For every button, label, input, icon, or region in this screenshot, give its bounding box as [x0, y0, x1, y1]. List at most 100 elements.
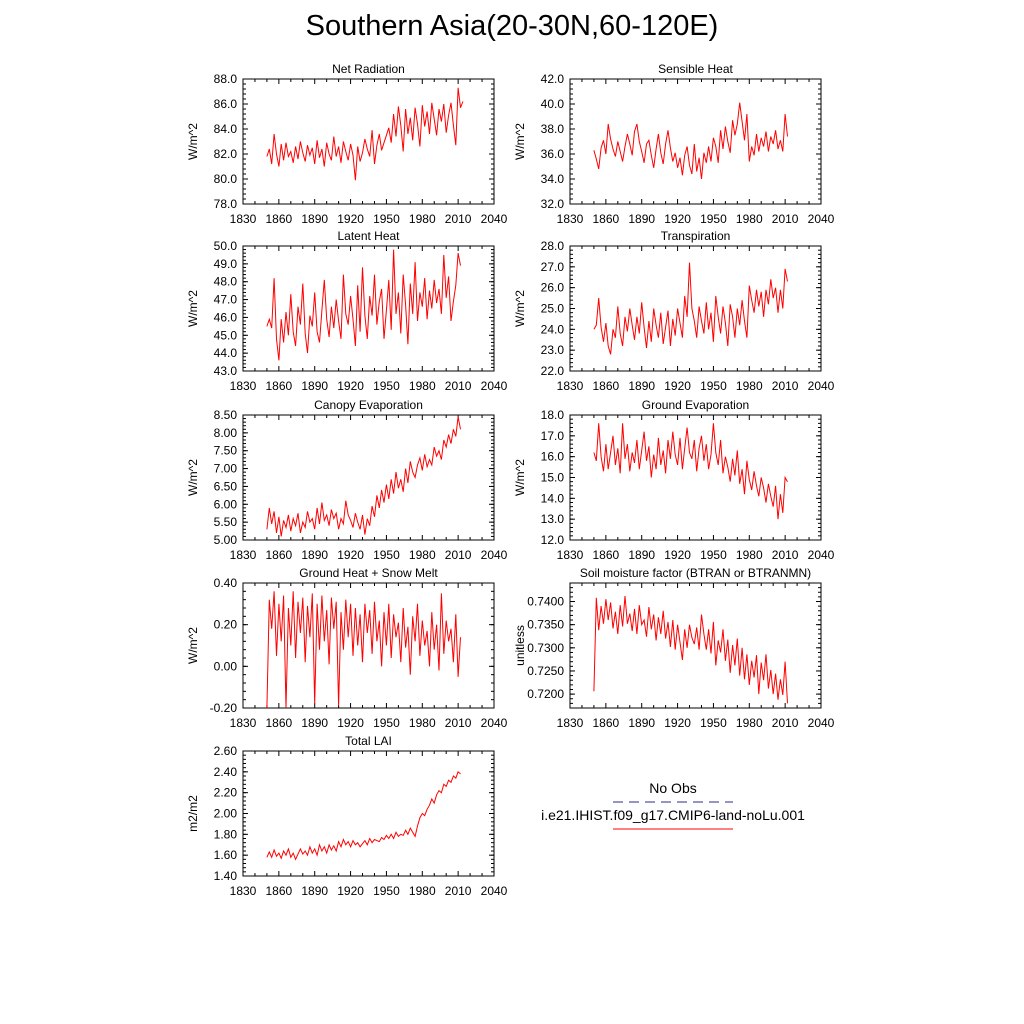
y-tick-label: 2.60: [214, 744, 238, 758]
x-tick-label: 1860: [266, 212, 293, 226]
series-line: [266, 416, 461, 537]
x-tick-label: 1920: [664, 548, 691, 562]
y-tick-label: 8.00: [214, 426, 238, 440]
y-axis-label: W/m^2: [186, 459, 200, 496]
y-axis-label: W/m^2: [186, 290, 200, 327]
x-tick-label: 2010: [772, 548, 799, 562]
y-tick-label: 17.0: [541, 429, 565, 443]
legend: No Obs i.e21.IHIST.f09_g17.CMIP6-land-noL…: [541, 780, 805, 830]
x-tick-label: 1980: [409, 716, 436, 730]
y-tick-label: 2.20: [214, 786, 238, 800]
x-tick-label: 1920: [664, 716, 691, 730]
chart-panel-9: 1830 1860 1890 1920 1950 1980 2010 2040 1.40 1.60…: [186, 734, 508, 898]
x-tick-label: 2010: [772, 716, 799, 730]
y-tick-label: 1.60: [214, 848, 238, 862]
y-tick-label: 13.0: [541, 512, 565, 526]
x-tick-label: 1980: [409, 884, 436, 898]
series-line: [593, 595, 788, 704]
plot-frame: [569, 582, 822, 709]
x-tick-label: 1950: [700, 716, 727, 730]
chart-panel-5: 1830 1860 1890 1920 1950 1980 2010 2040 5.00 5.50…: [186, 398, 508, 562]
plot-frame: [242, 582, 495, 709]
chart-title: Net Radiation: [332, 62, 405, 76]
y-axis-label: W/m^2: [186, 123, 200, 160]
y-tick-label: 2.40: [214, 765, 238, 779]
x-tick-label: 1890: [301, 884, 328, 898]
chart-title: Canopy Evaporation: [314, 398, 423, 412]
y-tick-label: 49.0: [214, 257, 238, 271]
x-tick-label: 1830: [230, 884, 257, 898]
plot-frame: [242, 78, 495, 205]
y-tick-label: 0.20: [214, 618, 238, 632]
chart-panel-1: 1830 1860 1890 1920 1950 1980 2010 2040 78.0 80.0…: [186, 62, 508, 226]
x-tick-label: 1890: [301, 379, 328, 393]
x-tick-label: 2040: [481, 212, 508, 226]
y-tick-label: 22.0: [541, 364, 565, 378]
x-tick-label: 2040: [481, 379, 508, 393]
y-tick-label: 24.0: [541, 322, 565, 336]
y-tick-label: 12.0: [541, 533, 565, 547]
x-tick-label: 1830: [230, 379, 257, 393]
y-tick-label: 0.7200: [527, 687, 564, 701]
chart-title: Ground Evaporation: [642, 398, 749, 412]
y-axis-label: unitless: [513, 625, 527, 666]
x-tick-label: 1980: [736, 548, 763, 562]
y-tick-label: 78.0: [214, 197, 238, 211]
y-tick-label: 0.7300: [527, 641, 564, 655]
y-tick-label: -0.20: [210, 701, 238, 715]
x-tick-label: 1830: [230, 716, 257, 730]
series-line: [266, 87, 464, 181]
x-tick-label: 2010: [772, 379, 799, 393]
x-tick-label: 2040: [808, 379, 835, 393]
y-tick-label: 7.50: [214, 444, 238, 458]
chart-title: Total LAI: [345, 734, 392, 748]
series-line: [593, 262, 788, 355]
y-tick-label: 26.0: [541, 281, 565, 295]
y-tick-label: 0.7400: [527, 595, 564, 609]
y-tick-label: 44.0: [214, 346, 238, 360]
y-tick-label: 28.0: [541, 239, 565, 253]
y-tick-label: 0.7350: [527, 618, 564, 632]
x-tick-label: 1920: [337, 884, 364, 898]
y-tick-label: 5.50: [214, 515, 238, 529]
y-tick-label: 32.0: [541, 197, 565, 211]
y-tick-label: 8.50: [214, 408, 238, 422]
x-tick-label: 1830: [557, 548, 584, 562]
y-tick-label: 88.0: [214, 72, 238, 86]
y-axis-label: m2/m2: [186, 795, 200, 832]
x-tick-label: 1830: [557, 379, 584, 393]
x-tick-label: 1890: [628, 548, 655, 562]
x-tick-label: 1890: [301, 548, 328, 562]
y-tick-label: 86.0: [214, 97, 238, 111]
plot-frame: [242, 245, 495, 372]
y-tick-label: 14.0: [541, 491, 565, 505]
x-tick-label: 2010: [445, 212, 472, 226]
series-line: [593, 102, 788, 180]
x-tick-label: 2010: [445, 884, 472, 898]
series-line: [266, 770, 461, 861]
x-tick-label: 1860: [266, 548, 293, 562]
y-axis-label: W/m^2: [513, 459, 527, 496]
chart-panel-6: 1830 1860 1890 1920 1950 1980 2010 2040 12.0 13.0…: [513, 398, 835, 562]
x-tick-label: 1860: [593, 212, 620, 226]
y-tick-label: 15.0: [541, 471, 565, 485]
x-tick-label: 2010: [445, 379, 472, 393]
plot-frame: [569, 78, 822, 205]
legend-label: i.e21.IHIST.f09_g17.CMIP6-land-noLu.001: [541, 807, 805, 823]
chart-panel-8: 1830 1860 1890 1920 1950 1980 2010 2040 0.7200 0.…: [513, 566, 835, 730]
chart-title: Transpiration: [661, 229, 731, 243]
y-tick-label: 47.0: [214, 293, 238, 307]
x-tick-label: 2040: [481, 716, 508, 730]
chart-title: Soil moisture factor (BTRAN or BTRANMN): [580, 566, 811, 580]
y-tick-label: 25.0: [541, 302, 565, 316]
x-tick-label: 1950: [700, 548, 727, 562]
x-tick-label: 2010: [445, 716, 472, 730]
series-line: [593, 423, 788, 520]
y-axis-label: W/m^2: [186, 627, 200, 664]
y-tick-label: 40.0: [541, 97, 565, 111]
x-tick-label: 1980: [409, 379, 436, 393]
y-tick-label: 7.00: [214, 462, 238, 476]
x-tick-label: 2010: [445, 548, 472, 562]
x-tick-label: 1920: [337, 548, 364, 562]
